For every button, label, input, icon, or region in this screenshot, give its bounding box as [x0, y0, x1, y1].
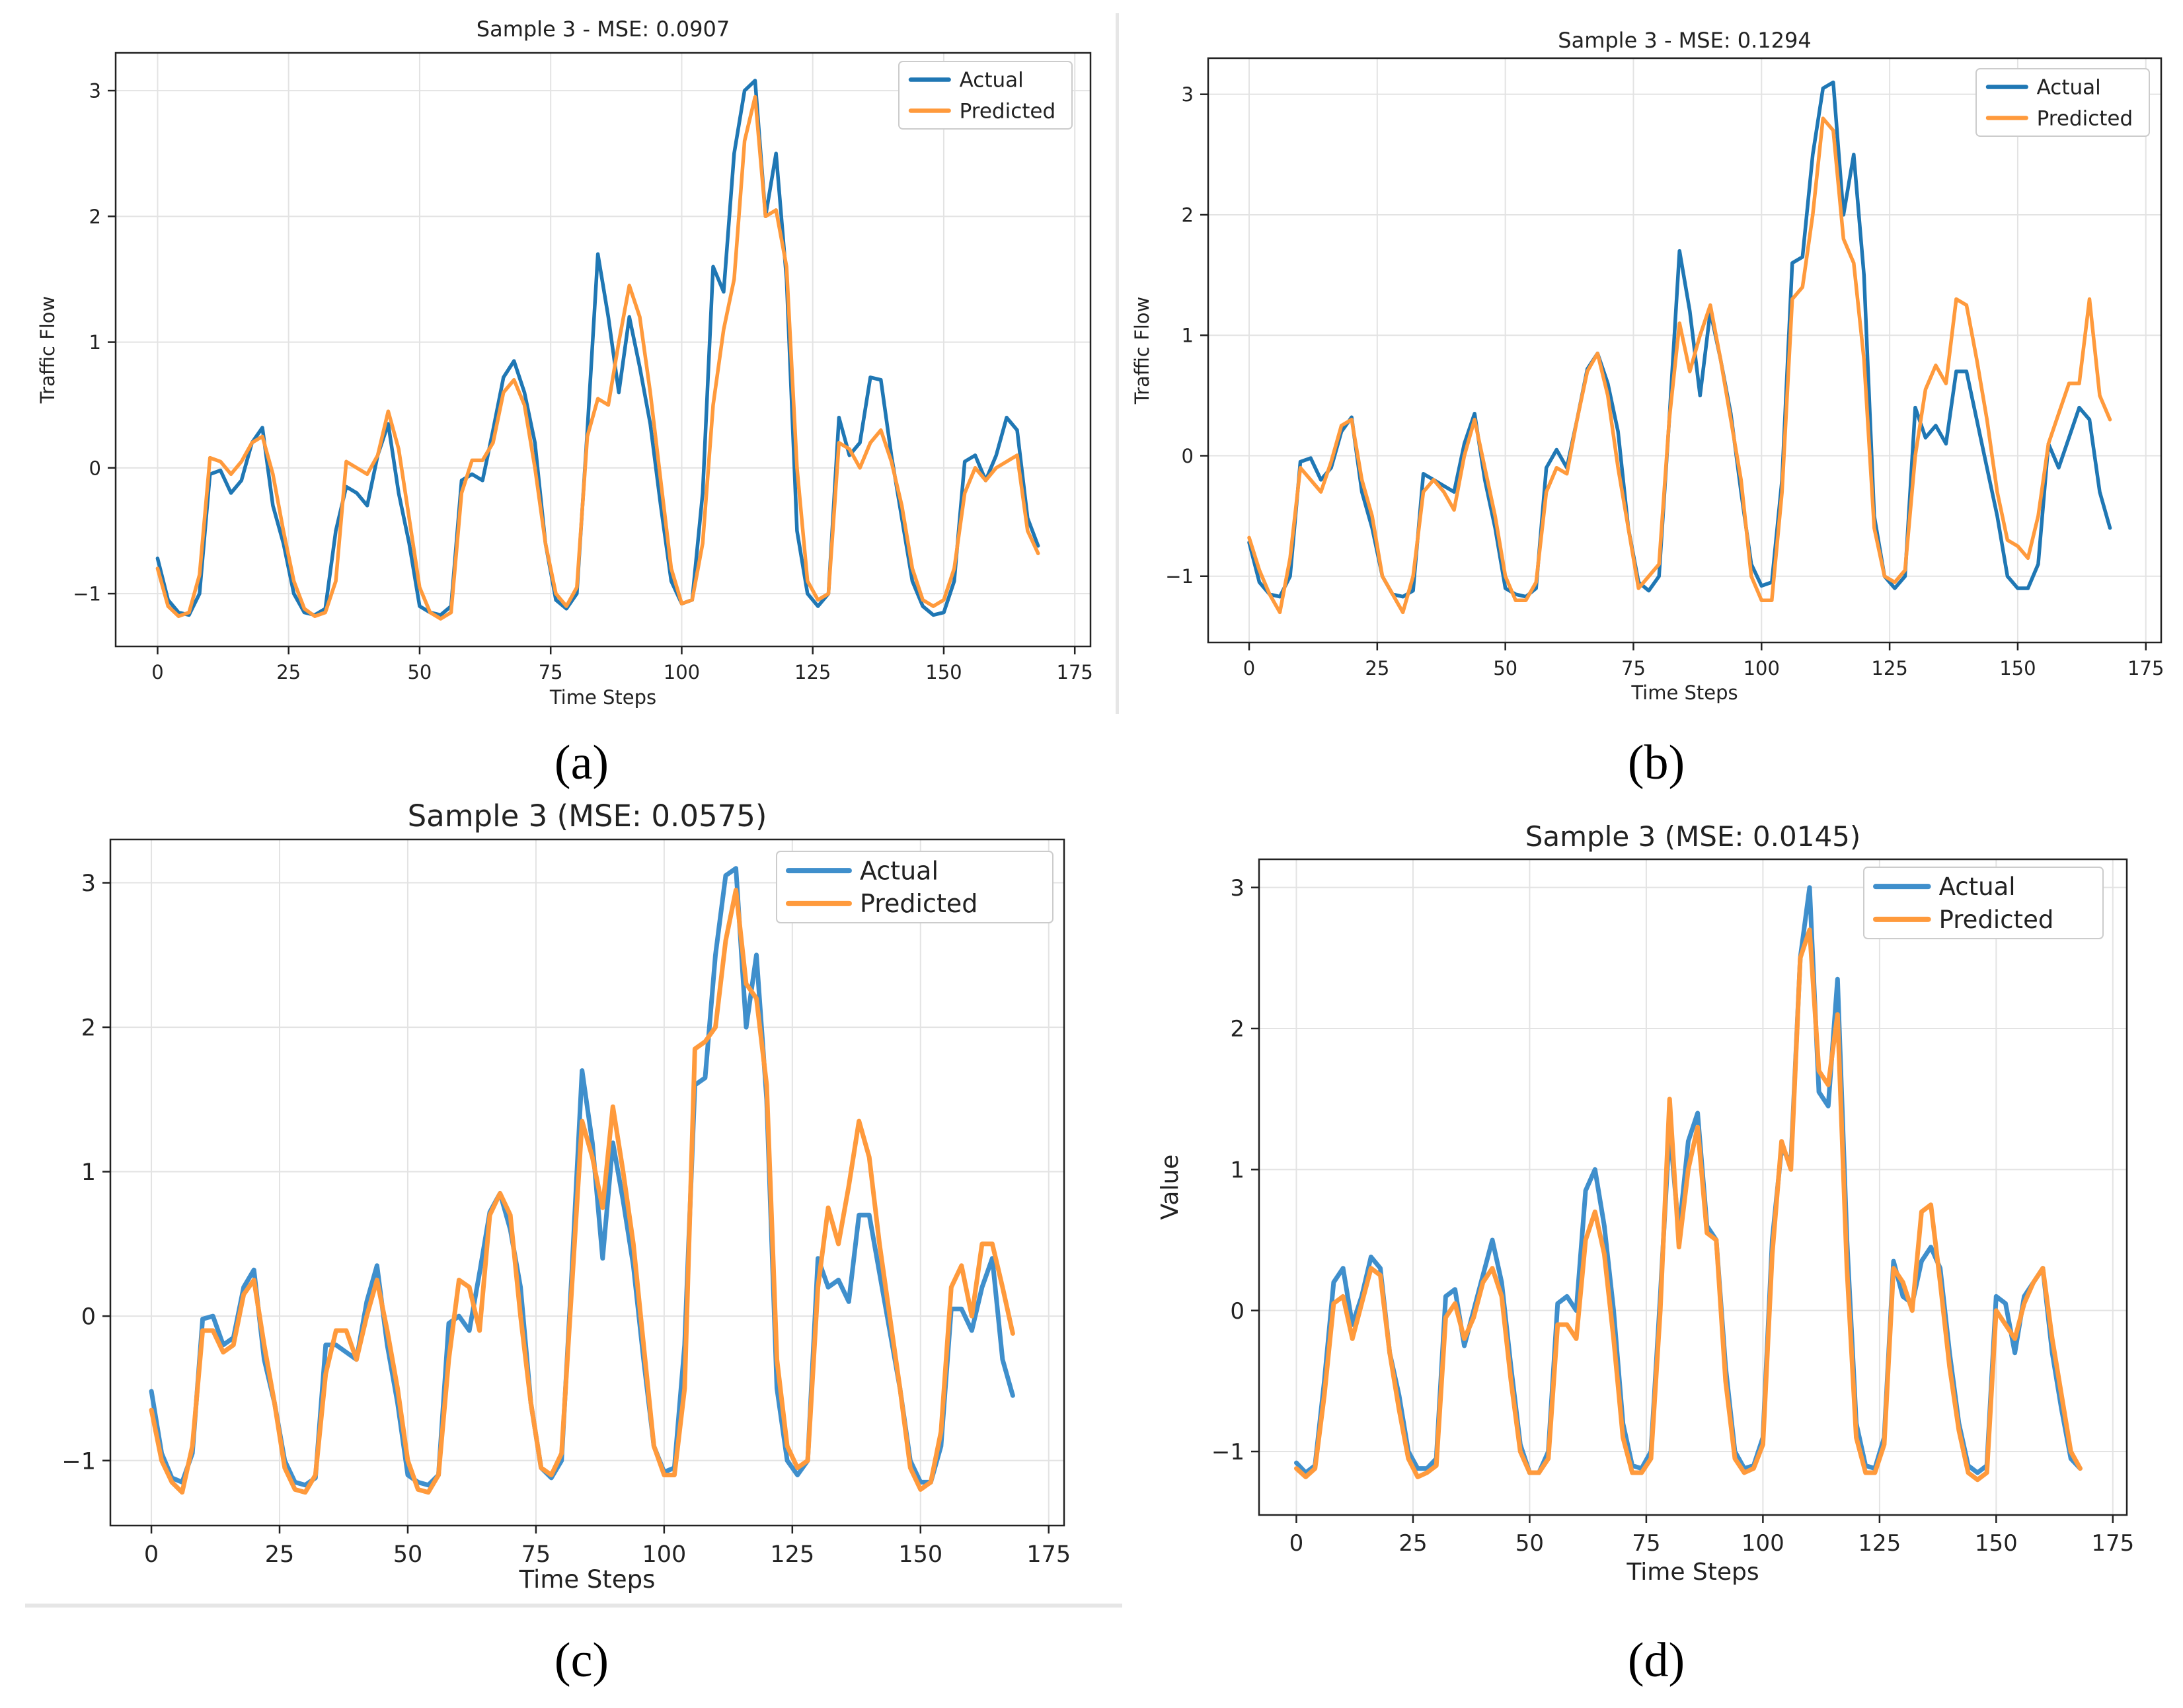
- x-tick-label: 25: [265, 1541, 295, 1568]
- y-axis-label: Value: [1157, 1155, 1184, 1220]
- x-tick-label: 0: [144, 1541, 159, 1568]
- axes-frame: [114, 52, 1092, 648]
- y-tick-label: 0: [1230, 1298, 1245, 1325]
- y-tick-label: 1: [1182, 325, 1194, 347]
- x-tick-label: 100: [1742, 1530, 1784, 1557]
- x-tick-label: 125: [794, 661, 831, 683]
- y-tick-label: 1: [81, 1159, 96, 1186]
- x-tick-label: 50: [1515, 1530, 1544, 1557]
- chart-title: Sample 3 - MSE: 0.0907: [477, 17, 730, 42]
- x-axis-label: Time Steps: [1630, 681, 1738, 704]
- x-tick-label: 0: [1243, 657, 1255, 679]
- x-tick-label: 175: [1057, 661, 1093, 683]
- chart-panel-2: 0 25 50 75 100 125 150 175 −1 0 1 2 3 Sample 3 - MSE:…: [1131, 28, 2164, 704]
- horizontal-divider: [25, 1604, 1122, 1608]
- axes-frame: [109, 838, 1065, 1527]
- x-axis-label: Time Steps: [519, 1565, 656, 1594]
- y-tick-label: −1: [61, 1448, 96, 1475]
- x-tick-label: 50: [393, 1541, 423, 1568]
- series-line-actual: [155, 79, 1040, 617]
- legend: Actual Predicted: [776, 851, 1053, 923]
- legend-label-actual: Actual: [1939, 873, 2016, 901]
- legend-label-actual: Actual: [2037, 75, 2101, 99]
- series-line-predicted: [155, 95, 1040, 621]
- axes-frame: [1258, 858, 2128, 1516]
- legend-label-actual: Actual: [860, 856, 938, 885]
- vertical-divider: [1116, 13, 1119, 714]
- x-tick-label: 75: [521, 1541, 551, 1568]
- series-line-predicted: [149, 888, 1015, 1495]
- x-axis-label: Time Steps: [549, 686, 656, 709]
- chart-panel-1: 0 25 50 75 100 125 150 175 −1 0 1 2 3 Sample 3 - MSE:…: [36, 17, 1093, 709]
- x-tick-label: 175: [1026, 1541, 1071, 1568]
- panel-label-d: (d): [1627, 1633, 1685, 1688]
- x-tick-label: 100: [1743, 657, 1780, 679]
- x-tick-label: 125: [1871, 657, 1907, 679]
- x-tick-label: 75: [1632, 1530, 1660, 1557]
- x-tick-label: 150: [898, 1541, 942, 1568]
- x-tick-label: 50: [1493, 657, 1517, 679]
- legend-label-predicted: Predicted: [960, 99, 1056, 123]
- x-tick-label: 0: [151, 661, 163, 683]
- axes-frame: [1207, 57, 2163, 644]
- x-tick-label: 75: [1621, 657, 1646, 679]
- x-tick-label: 175: [2091, 1530, 2134, 1557]
- x-tick-label: 75: [539, 661, 563, 683]
- legend: Actual Predicted: [1975, 68, 2150, 137]
- y-tick-label: 2: [81, 1015, 96, 1042]
- y-tick-label: 3: [1230, 875, 1245, 902]
- y-tick-label: −1: [73, 583, 101, 605]
- x-tick-label: 150: [1999, 657, 2036, 679]
- x-tick-label: 175: [2127, 657, 2164, 679]
- legend-label-predicted: Predicted: [860, 889, 977, 918]
- legend: Actual Predicted: [1863, 867, 2104, 939]
- plot-area: [116, 53, 1091, 646]
- panel-label-c: (c): [554, 1633, 609, 1688]
- chart-panel-4: 0 25 50 75 100 125 150 175 −1 0 1 2 3 Sample 3 (MSE: …: [1157, 820, 2134, 1586]
- y-tick-label: 0: [1182, 445, 1194, 467]
- chart-title: Sample 3 (MSE: 0.0575): [408, 798, 767, 834]
- y-tick-label: 3: [89, 80, 101, 102]
- x-tick-label: 50: [407, 661, 432, 683]
- panel-label-a: (a): [554, 736, 609, 790]
- x-tick-label: 100: [642, 1541, 686, 1568]
- series-line-predicted: [1247, 116, 2112, 615]
- y-tick-label: 2: [1182, 204, 1194, 226]
- legend-label-actual: Actual: [960, 68, 1024, 92]
- y-tick-label: −1: [1211, 1439, 1245, 1465]
- legend-label-predicted: Predicted: [1939, 906, 2054, 934]
- chart-panel-3: 0 25 50 75 100 125 150 175 −1 0 1 2 3 Sample 3 (MSE: …: [61, 798, 1071, 1594]
- series-line-actual: [149, 866, 1015, 1488]
- chart-title: Sample 3 - MSE: 0.1294: [1558, 28, 1811, 53]
- x-tick-label: 125: [1858, 1530, 1901, 1557]
- y-tick-label: 2: [89, 206, 101, 228]
- x-axis-label: Time Steps: [1626, 1559, 1759, 1586]
- y-axis-label: Traffic Flow: [36, 296, 59, 405]
- x-tick-label: 0: [1289, 1530, 1304, 1557]
- chart-title: Sample 3 (MSE: 0.0145): [1525, 820, 1861, 853]
- y-tick-label: 3: [1182, 83, 1194, 106]
- plot-area: [1259, 859, 2127, 1515]
- y-tick-label: 3: [81, 871, 96, 897]
- legend-label-predicted: Predicted: [2037, 106, 2133, 130]
- legend: Actual Predicted: [898, 61, 1073, 130]
- y-tick-label: 1: [89, 331, 101, 354]
- x-tick-label: 100: [664, 661, 700, 683]
- panel-label-b: (b): [1627, 736, 1685, 790]
- x-tick-label: 25: [1398, 1530, 1427, 1557]
- x-tick-label: 150: [1975, 1530, 2018, 1557]
- y-tick-label: −1: [1165, 565, 1194, 588]
- y-tick-label: 1: [1230, 1157, 1245, 1184]
- y-axis-label: Traffic Flow: [1131, 297, 1153, 405]
- x-tick-label: 25: [1365, 657, 1389, 679]
- x-tick-label: 25: [276, 661, 301, 683]
- y-tick-label: 2: [1230, 1016, 1245, 1042]
- x-tick-label: 150: [925, 661, 962, 683]
- series-line-predicted: [1294, 927, 2083, 1483]
- x-tick-label: 125: [770, 1541, 814, 1568]
- y-tick-label: 0: [89, 457, 101, 479]
- y-tick-label: 0: [81, 1304, 96, 1331]
